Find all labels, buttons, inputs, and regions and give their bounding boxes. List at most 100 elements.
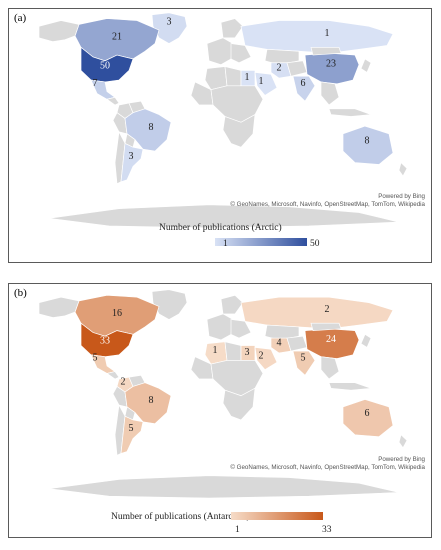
value-label-egypt: 3 bbox=[245, 347, 250, 358]
value-label-mexico: 7 bbox=[93, 78, 98, 89]
country-new-zealand bbox=[398, 434, 408, 449]
legend-min-label: 1 bbox=[235, 525, 240, 535]
legend-min-label: 1 bbox=[223, 239, 228, 249]
value-label-canada: 16 bbox=[112, 308, 122, 319]
country-west-africa bbox=[190, 81, 214, 106]
value-label-egypt: 1 bbox=[245, 72, 250, 83]
value-label-algeria: 1 bbox=[213, 345, 218, 356]
country-central-africa bbox=[210, 360, 264, 397]
value-label-greenland: 3 bbox=[167, 16, 172, 27]
legend-color-bar bbox=[231, 512, 323, 520]
country-india bbox=[292, 75, 316, 102]
country-greenland bbox=[151, 289, 188, 320]
value-label-iran: 2 bbox=[277, 62, 282, 73]
credit-powered-by: Powered by Bing bbox=[378, 193, 425, 200]
value-label-china: 23 bbox=[326, 59, 336, 70]
country-scandinavia bbox=[220, 294, 244, 315]
map-panel-arctic: (a) 50 21 23 8 8 7 6 3 3 1 2 1 1 Powered by Bing © G… bbox=[8, 8, 432, 263]
country-china bbox=[304, 52, 360, 85]
country-mongolia bbox=[310, 322, 342, 331]
legend-title: Number of publications (Arctic) bbox=[159, 223, 282, 233]
country-eastern-europe bbox=[230, 43, 252, 64]
country-peru bbox=[112, 385, 128, 408]
country-southeast-asia bbox=[320, 356, 340, 380]
country-saudi-arabia bbox=[254, 347, 278, 371]
value-label-brazil: 8 bbox=[149, 122, 154, 133]
value-label-argentina: 5 bbox=[129, 423, 134, 434]
country-russia bbox=[240, 20, 394, 54]
country-libya bbox=[224, 66, 242, 87]
value-label-india: 6 bbox=[301, 78, 306, 89]
credit-sources: © GeoNames, Microsoft, Navinfo, OpenStre… bbox=[230, 464, 425, 471]
legend-max-label: 33 bbox=[322, 525, 332, 535]
country-india bbox=[292, 350, 316, 376]
country-peru bbox=[112, 112, 128, 135]
map-credits: Powered by Bing © GeoNames, Microsoft, N… bbox=[230, 456, 425, 472]
country-argentina bbox=[120, 415, 144, 454]
country-west-africa bbox=[190, 356, 214, 380]
panel-label: (b) bbox=[14, 287, 27, 299]
country-western-europe bbox=[206, 313, 234, 341]
country-mongolia bbox=[310, 47, 342, 56]
country-middle-asia bbox=[286, 60, 308, 77]
value-label-iran: 4 bbox=[277, 338, 282, 349]
country-argentina bbox=[120, 142, 144, 183]
country-southeast-asia bbox=[320, 81, 340, 106]
country-libya bbox=[224, 341, 242, 361]
country-western-europe bbox=[206, 37, 234, 66]
country-central-america bbox=[106, 371, 120, 380]
country-iran bbox=[270, 337, 292, 354]
value-label-india: 5 bbox=[301, 352, 306, 363]
country-middle-asia bbox=[286, 335, 308, 352]
country-brazil bbox=[124, 108, 172, 152]
country-alaska bbox=[38, 296, 80, 318]
country-united-states bbox=[80, 322, 134, 358]
map-credits: Powered by Bing © GeoNames, Microsoft, N… bbox=[230, 193, 425, 209]
country-southern-africa bbox=[222, 113, 256, 148]
value-label-russia: 1 bbox=[325, 28, 330, 39]
value-label-united-states: 33 bbox=[100, 336, 110, 347]
legend-color-bar bbox=[215, 238, 307, 246]
value-label-saudi-arabia: 2 bbox=[259, 351, 264, 362]
country-australia bbox=[342, 125, 394, 165]
credit-powered-by: Powered by Bing bbox=[378, 456, 425, 463]
country-indonesia bbox=[328, 108, 372, 117]
country-antarctica bbox=[48, 204, 400, 229]
value-label-canada: 21 bbox=[112, 32, 122, 43]
country-australia bbox=[342, 399, 394, 437]
country-new-zealand bbox=[398, 161, 408, 177]
country-china bbox=[304, 328, 360, 359]
country-central-america bbox=[106, 96, 120, 106]
value-label-russia: 2 bbox=[325, 304, 330, 315]
legend-title: Number of publications (Antarctica) bbox=[111, 512, 250, 522]
country-iran bbox=[270, 62, 292, 79]
country-united-states bbox=[80, 46, 134, 83]
value-label-australia: 6 bbox=[365, 408, 370, 419]
value-label-mexico: 5 bbox=[93, 352, 98, 363]
value-label-china: 24 bbox=[326, 334, 336, 345]
country-alaska bbox=[38, 20, 80, 42]
country-japan bbox=[360, 58, 372, 73]
legend-max-label: 50 bbox=[310, 239, 320, 249]
country-brazil bbox=[124, 382, 172, 424]
country-eastern-europe bbox=[230, 319, 252, 339]
country-southern-africa bbox=[222, 387, 256, 421]
value-label-saudi-arabia: 1 bbox=[259, 76, 264, 87]
value-label-united-states: 50 bbox=[100, 61, 110, 72]
country-japan bbox=[360, 333, 372, 348]
panel-label: (a) bbox=[14, 12, 27, 24]
credit-sources: © GeoNames, Microsoft, Navinfo, OpenStre… bbox=[230, 201, 425, 208]
country-algeria bbox=[204, 66, 228, 91]
country-antarctica bbox=[48, 475, 400, 499]
map-panel-antarctica: (b) 33 24 16 8 6 5 5 5 4 3 2 2 2 1 Powered by Bing © … bbox=[8, 283, 432, 538]
country-russia bbox=[240, 296, 394, 330]
country-indonesia bbox=[328, 382, 372, 391]
country-saudi-arabia bbox=[254, 71, 278, 96]
value-label-colombia: 2 bbox=[121, 377, 126, 388]
value-label-brazil: 8 bbox=[149, 395, 154, 406]
country-scandinavia bbox=[220, 18, 244, 39]
country-central-africa bbox=[210, 85, 264, 123]
value-label-argentina: 3 bbox=[129, 151, 134, 162]
